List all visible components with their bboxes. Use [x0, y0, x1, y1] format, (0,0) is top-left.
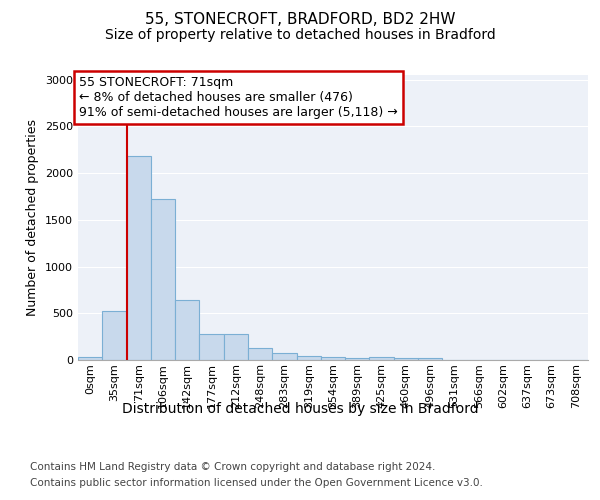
Text: 55, STONECROFT, BRADFORD, BD2 2HW: 55, STONECROFT, BRADFORD, BD2 2HW [145, 12, 455, 28]
Text: Size of property relative to detached houses in Bradford: Size of property relative to detached ho… [104, 28, 496, 42]
Bar [127, 156, 151, 360]
Bar [224, 334, 248, 360]
Text: Contains HM Land Registry data © Crown copyright and database right 2024.: Contains HM Land Registry data © Crown c… [30, 462, 436, 472]
Bar [394, 358, 418, 360]
Bar [272, 352, 296, 360]
Bar [296, 356, 321, 360]
Bar [151, 200, 175, 360]
Text: Distribution of detached houses by size in Bradford: Distribution of detached houses by size … [122, 402, 478, 416]
Text: Contains public sector information licensed under the Open Government Licence v3: Contains public sector information licen… [30, 478, 483, 488]
Bar [175, 300, 199, 360]
Y-axis label: Number of detached properties: Number of detached properties [26, 119, 40, 316]
Bar [248, 348, 272, 360]
Bar [345, 358, 370, 360]
Bar [78, 357, 102, 360]
Bar [418, 358, 442, 360]
Text: 55 STONECROFT: 71sqm
← 8% of detached houses are smaller (476)
91% of semi-detac: 55 STONECROFT: 71sqm ← 8% of detached ho… [79, 76, 398, 119]
Bar [321, 357, 345, 360]
Bar [102, 312, 127, 360]
Bar [199, 334, 224, 360]
Bar [370, 356, 394, 360]
